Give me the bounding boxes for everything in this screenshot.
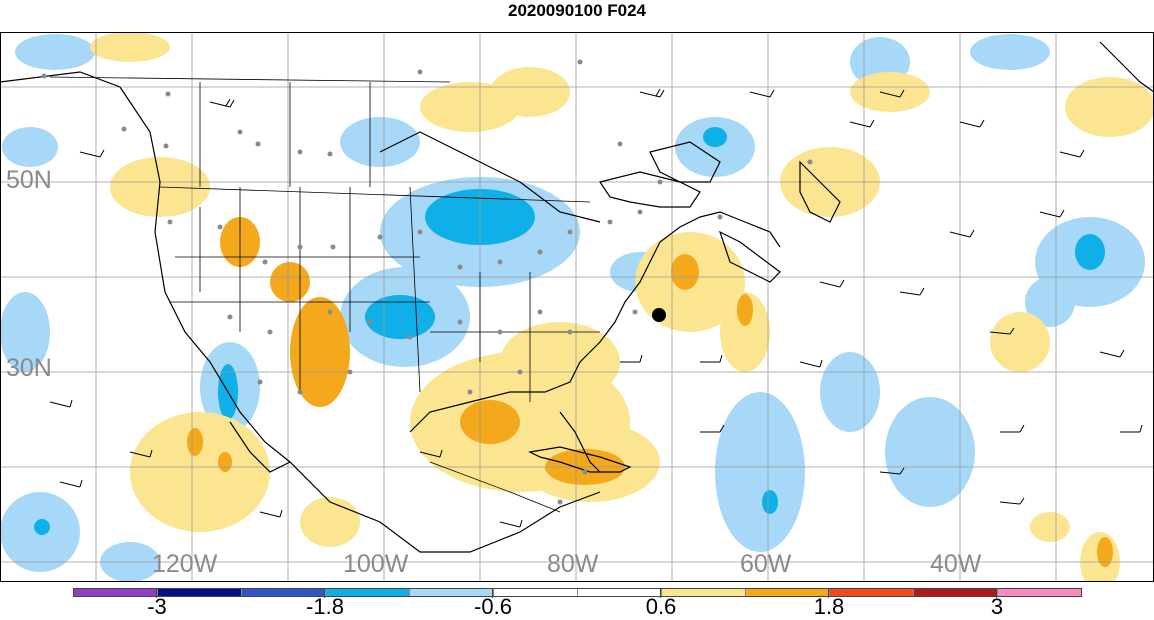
colorbar-tick: [996, 589, 997, 598]
lon-label-120w: 120W: [152, 550, 218, 578]
colorbar-segment: [158, 589, 242, 596]
colorbar-tick: [492, 589, 493, 598]
colorbar: [73, 588, 1082, 597]
colorbar-tick: [156, 589, 157, 598]
lat-label-30n: 30N: [6, 354, 52, 382]
colorbar-label: 1.8: [813, 594, 845, 619]
colorbar-segment: [242, 589, 326, 596]
lon-label-100w: 100W: [343, 550, 409, 578]
lon-label-80w: 80W: [547, 550, 599, 578]
lon-label-60w: 60W: [740, 550, 792, 578]
colorbar-segment: [746, 589, 830, 596]
colorbar-label: -3: [147, 594, 167, 619]
wind-barbs: [49, 88, 1143, 528]
map-title: 2020090100 F024: [507, 1, 647, 20]
coastlines-and-borders: [0, 41, 1154, 553]
colorbar-segment: [662, 589, 746, 596]
weather-map: [0, 32, 1154, 582]
colorbar-segment: [998, 589, 1081, 596]
colorbar-segment: [74, 589, 158, 596]
colorbar-label: 3: [990, 594, 1004, 619]
colorbar-segment: [410, 589, 494, 596]
colorbar-label: 0.6: [645, 594, 677, 619]
state-borders: [49, 76, 600, 513]
location-marker: [652, 308, 666, 322]
colorbar-tick: [828, 589, 829, 598]
station-dots: [41, 59, 813, 505]
colorbar-tick: [324, 589, 325, 598]
lat-lon-grid: [0, 32, 1154, 582]
colorbar-segment: [578, 589, 662, 596]
anomaly-shading: [0, 32, 1154, 582]
colorbar-label: -1.8: [306, 594, 344, 619]
colorbar-segment: [494, 589, 578, 596]
colorbar-tick: [660, 589, 661, 598]
colorbar-label: -0.6: [474, 594, 512, 619]
lat-label-50n: 50N: [6, 166, 52, 194]
colorbar-segment: [914, 589, 998, 596]
lon-label-40w: 40W: [930, 550, 982, 578]
colorbar-segment: [830, 589, 914, 596]
colorbar-segment: [326, 589, 410, 596]
